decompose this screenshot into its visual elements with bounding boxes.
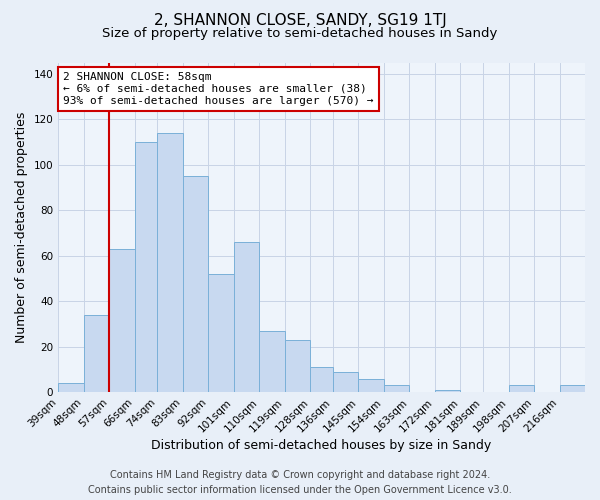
Bar: [83, 315, 109, 392]
Bar: [435, 390, 460, 392]
Bar: [208, 274, 234, 392]
Bar: [285, 340, 310, 392]
Y-axis label: Number of semi-detached properties: Number of semi-detached properties: [15, 112, 28, 343]
X-axis label: Distribution of semi-detached houses by size in Sandy: Distribution of semi-detached houses by …: [151, 440, 492, 452]
Bar: [234, 242, 259, 392]
Bar: [259, 331, 285, 392]
Text: 2, SHANNON CLOSE, SANDY, SG19 1TJ: 2, SHANNON CLOSE, SANDY, SG19 1TJ: [154, 12, 446, 28]
Bar: [358, 378, 384, 392]
Text: Contains HM Land Registry data © Crown copyright and database right 2024.
Contai: Contains HM Land Registry data © Crown c…: [88, 470, 512, 495]
Bar: [333, 372, 358, 392]
Bar: [134, 142, 157, 392]
Bar: [310, 367, 333, 392]
Bar: [109, 249, 134, 392]
Text: 2 SHANNON CLOSE: 58sqm
← 6% of semi-detached houses are smaller (38)
93% of semi: 2 SHANNON CLOSE: 58sqm ← 6% of semi-deta…: [64, 72, 374, 106]
Bar: [58, 383, 83, 392]
Bar: [560, 386, 585, 392]
Bar: [183, 176, 208, 392]
Text: Size of property relative to semi-detached houses in Sandy: Size of property relative to semi-detach…: [103, 28, 497, 40]
Bar: [384, 386, 409, 392]
Bar: [157, 133, 183, 392]
Bar: [509, 386, 534, 392]
